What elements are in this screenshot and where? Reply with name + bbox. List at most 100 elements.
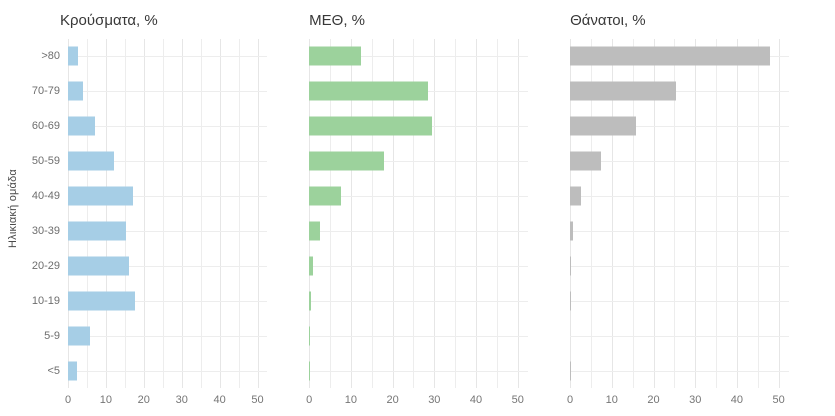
x-tick-label: 30: [689, 394, 702, 406]
gridline-vertical: [371, 39, 373, 388]
gridline-vertical: [86, 39, 88, 388]
gridline-vertical: [309, 39, 311, 388]
gridline-horizontal: [570, 335, 789, 337]
gridline-vertical: [570, 39, 572, 388]
category-row: [309, 179, 529, 214]
bar: [309, 361, 311, 381]
bar: [309, 221, 321, 241]
gridline-vertical: [455, 39, 457, 388]
bar: [309, 291, 311, 311]
bar: [570, 46, 771, 66]
panel-deaths-title: Θάνατοι, %: [570, 12, 646, 29]
category-row: [309, 353, 529, 388]
gridline-horizontal: [309, 230, 529, 232]
gridline-vertical: [330, 39, 332, 388]
x-tick-label: 40: [730, 394, 744, 406]
panel-deaths-plot-wrap: [570, 39, 789, 388]
bar: [68, 326, 91, 346]
gridline-horizontal: [68, 370, 268, 372]
x-tick-label: 20: [647, 394, 660, 406]
category-row: [68, 39, 268, 74]
gridline-horizontal: [309, 335, 529, 337]
gridline-vertical: [413, 39, 415, 388]
category-row: [68, 318, 268, 353]
gridline-vertical: [590, 39, 592, 388]
gridline-vertical: [476, 39, 478, 388]
plot-area-cases: [68, 39, 268, 388]
x-tick-label: 40: [469, 394, 483, 406]
x-tick-label: 30: [175, 394, 188, 406]
category-row: [570, 283, 789, 318]
bar: [309, 116, 433, 136]
y-tick-label: 40-49: [31, 190, 60, 203]
gridline-horizontal: [309, 265, 529, 267]
bar: [68, 116, 95, 136]
panel-deaths: Θάνατοι, % 0 10 20 30 40 50: [567, 6, 789, 410]
category-row: [68, 74, 268, 109]
gridline-horizontal: [570, 196, 789, 198]
bar: [68, 186, 133, 206]
gridline-vertical: [778, 39, 780, 388]
category-row: [309, 318, 529, 353]
category-row: [68, 214, 268, 249]
x-tick-label: 50: [772, 394, 785, 406]
gridline-vertical: [219, 39, 221, 388]
bar: [309, 151, 384, 171]
gridline-horizontal: [68, 161, 268, 163]
bar: [68, 221, 126, 241]
bar: [570, 291, 572, 311]
category-row: [570, 214, 789, 249]
gridline-horizontal: [309, 56, 529, 58]
gridline-vertical: [257, 39, 259, 388]
gridline-vertical: [68, 39, 69, 388]
gridline-vertical: [124, 39, 126, 388]
bar: [309, 46, 362, 66]
gridline-horizontal: [570, 370, 789, 372]
panel-cases: Κρούσματα, % >80 70-79 60-69 50-59 40-49 30-3…: [22, 6, 268, 410]
category-row: [309, 283, 529, 318]
bar: [570, 116, 637, 136]
gridline-vertical: [350, 39, 352, 388]
gridline-horizontal: [570, 230, 789, 232]
category-row: [570, 144, 789, 179]
category-row: [570, 318, 789, 353]
gridline-vertical: [716, 39, 718, 388]
gridline-horizontal: [309, 300, 529, 302]
category-row: [570, 179, 789, 214]
y-tick-label: 20-29: [31, 259, 60, 272]
category-row: [309, 214, 529, 249]
gridline-vertical: [757, 39, 759, 388]
y-axis-title-text: Ηλικιακή ομάδα: [7, 168, 19, 248]
gridline-horizontal: [68, 335, 268, 337]
category-row: [68, 248, 268, 283]
x-tick-label: 30: [428, 394, 441, 406]
gridline-horizontal: [570, 91, 789, 93]
gridline-horizontal: [570, 161, 789, 163]
gridline-vertical: [105, 39, 107, 388]
x-tick-label: 40: [213, 394, 226, 406]
gridline-horizontal: [68, 265, 268, 267]
bar: [570, 81, 676, 101]
bar: [68, 81, 84, 101]
plot-area-icu: [309, 39, 529, 388]
bar: [68, 291, 136, 311]
category-row: [570, 248, 789, 283]
category-row: [68, 144, 268, 179]
gridline-horizontal: [68, 126, 268, 128]
category-row: [68, 179, 268, 214]
gridline-vertical: [517, 39, 519, 388]
y-axis-labels: >80 70-79 60-69 50-59 40-49 30-39 20-29 10-19 5-…: [22, 39, 68, 388]
gridline-vertical: [434, 39, 436, 388]
x-tick-label: 20: [137, 394, 150, 406]
gridline-vertical: [162, 39, 164, 388]
x-tick-label: 20: [386, 394, 399, 406]
bar: [309, 186, 342, 206]
x-axis-deaths: 0 10 20 30 40 50: [567, 388, 789, 410]
gridline-horizontal: [309, 161, 529, 163]
x-tick-label: 0: [567, 394, 574, 406]
gridline-horizontal: [68, 91, 268, 93]
gridline-vertical: [143, 39, 145, 388]
gridline-horizontal: [570, 265, 789, 267]
category-row: [309, 39, 529, 74]
